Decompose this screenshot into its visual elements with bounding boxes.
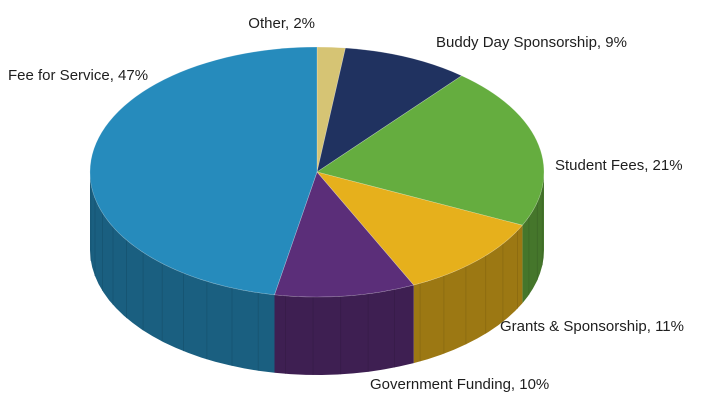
pie-slice-grants-and-sponsorship [316, 171, 523, 286]
pie-side-government-funding [274, 285, 414, 375]
pie-sides [90, 172, 544, 375]
pie-slice-buddy-day-sponsorship [316, 47, 463, 173]
pie-slice-fee-for-service [89, 46, 318, 296]
pie-side-grants-and-sponsorship [413, 225, 523, 364]
pie-label-buddy-day-sponsorship: Buddy Day Sponsorship, 9% [436, 34, 627, 51]
pie-side-student-fees [522, 172, 544, 304]
pie-slice-other [316, 46, 346, 173]
pie-label-government-funding: Government Funding, 10% [370, 376, 549, 393]
pie-labels: Other, 2% Buddy Day Sponsorship, 9% Studen… [8, 15, 684, 393]
pie-label-grants-and-sponsorship: Grants & Sponsorship, 11% [500, 318, 684, 335]
pie-slice-government-funding [274, 171, 415, 298]
pie-tops [89, 46, 545, 298]
pie-label-fee-for-service: Fee for Service, 47% [8, 67, 148, 84]
pie-side-fee-for-service [90, 172, 275, 373]
pie-label-student-fees: Student Fees, 21% [555, 157, 683, 174]
pie-label-other: Other, 2% [248, 15, 315, 32]
pie-slice-student-fees [316, 75, 545, 226]
